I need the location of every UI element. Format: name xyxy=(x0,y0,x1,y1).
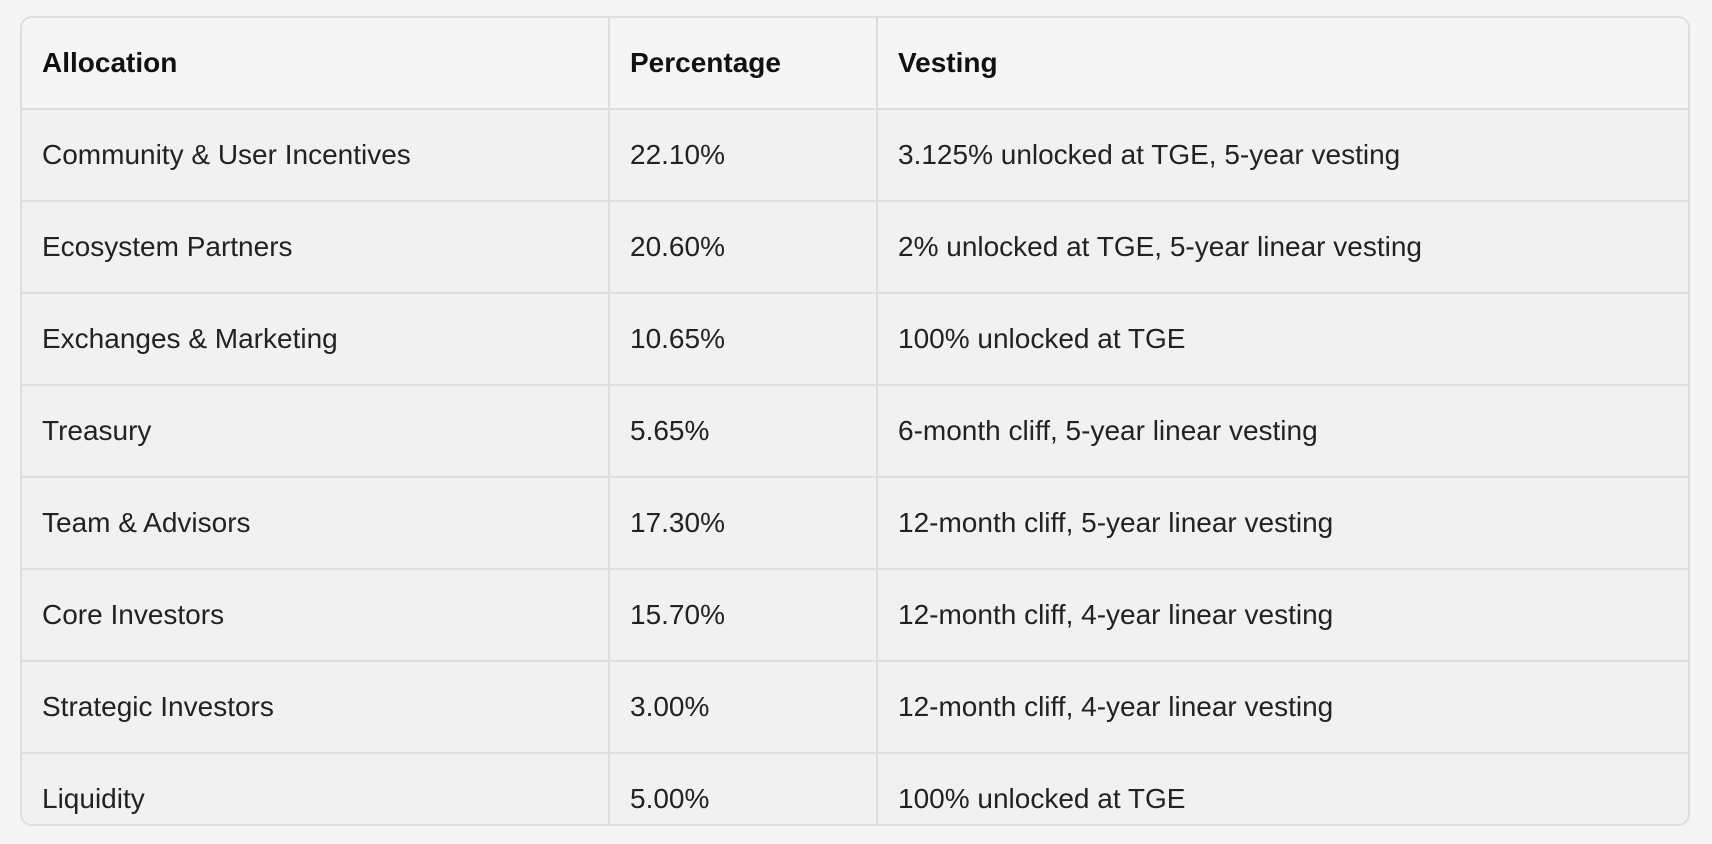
cell-vesting: 12-month cliff, 5-year linear vesting xyxy=(877,477,1688,570)
cell-percentage: 3.00% xyxy=(609,661,878,754)
cell-allocation: Exchanges & Marketing xyxy=(22,293,610,386)
cell-allocation: Core Investors xyxy=(22,569,610,662)
allocation-table-container: Allocation Percentage Vesting Community … xyxy=(20,16,1690,826)
table-row: Core Investors 15.70% 12-month cliff, 4-… xyxy=(22,569,1688,662)
allocation-table: Allocation Percentage Vesting Community … xyxy=(22,18,1688,824)
cell-vesting: 12-month cliff, 4-year linear vesting xyxy=(877,661,1688,754)
table-row: Liquidity 5.00% 100% unlocked at TGE xyxy=(22,753,1688,824)
cell-vesting: 100% unlocked at TGE xyxy=(877,293,1688,386)
cell-vesting: 12-month cliff, 4-year linear vesting xyxy=(877,569,1688,662)
cell-vesting: 2% unlocked at TGE, 5-year linear vestin… xyxy=(877,201,1688,294)
table-row: Ecosystem Partners 20.60% 2% unlocked at… xyxy=(22,201,1688,294)
cell-allocation: Liquidity xyxy=(22,753,610,824)
table-row: Community & User Incentives 22.10% 3.125… xyxy=(22,109,1688,202)
table-row: Exchanges & Marketing 10.65% 100% unlock… xyxy=(22,293,1688,386)
cell-allocation: Ecosystem Partners xyxy=(22,201,610,294)
cell-percentage: 22.10% xyxy=(609,109,878,202)
cell-percentage: 5.00% xyxy=(609,753,878,824)
header-allocation: Allocation xyxy=(22,18,610,110)
table-row: Treasury 5.65% 6-month cliff, 5-year lin… xyxy=(22,385,1688,478)
cell-percentage: 20.60% xyxy=(609,201,878,294)
cell-percentage: 15.70% xyxy=(609,569,878,662)
table-row: Team & Advisors 17.30% 12-month cliff, 5… xyxy=(22,477,1688,570)
cell-allocation: Treasury xyxy=(22,385,610,478)
cell-vesting: 3.125% unlocked at TGE, 5-year vesting xyxy=(877,109,1688,202)
cell-allocation: Team & Advisors xyxy=(22,477,610,570)
header-percentage: Percentage xyxy=(609,18,878,110)
header-vesting: Vesting xyxy=(877,18,1688,110)
table-row: Strategic Investors 3.00% 12-month cliff… xyxy=(22,661,1688,754)
cell-allocation: Community & User Incentives xyxy=(22,109,610,202)
cell-allocation: Strategic Investors xyxy=(22,661,610,754)
cell-percentage: 5.65% xyxy=(609,385,878,478)
cell-percentage: 10.65% xyxy=(609,293,878,386)
cell-vesting: 100% unlocked at TGE xyxy=(877,753,1688,824)
cell-percentage: 17.30% xyxy=(609,477,878,570)
table-header-row: Allocation Percentage Vesting xyxy=(22,18,1688,110)
cell-vesting: 6-month cliff, 5-year linear vesting xyxy=(877,385,1688,478)
